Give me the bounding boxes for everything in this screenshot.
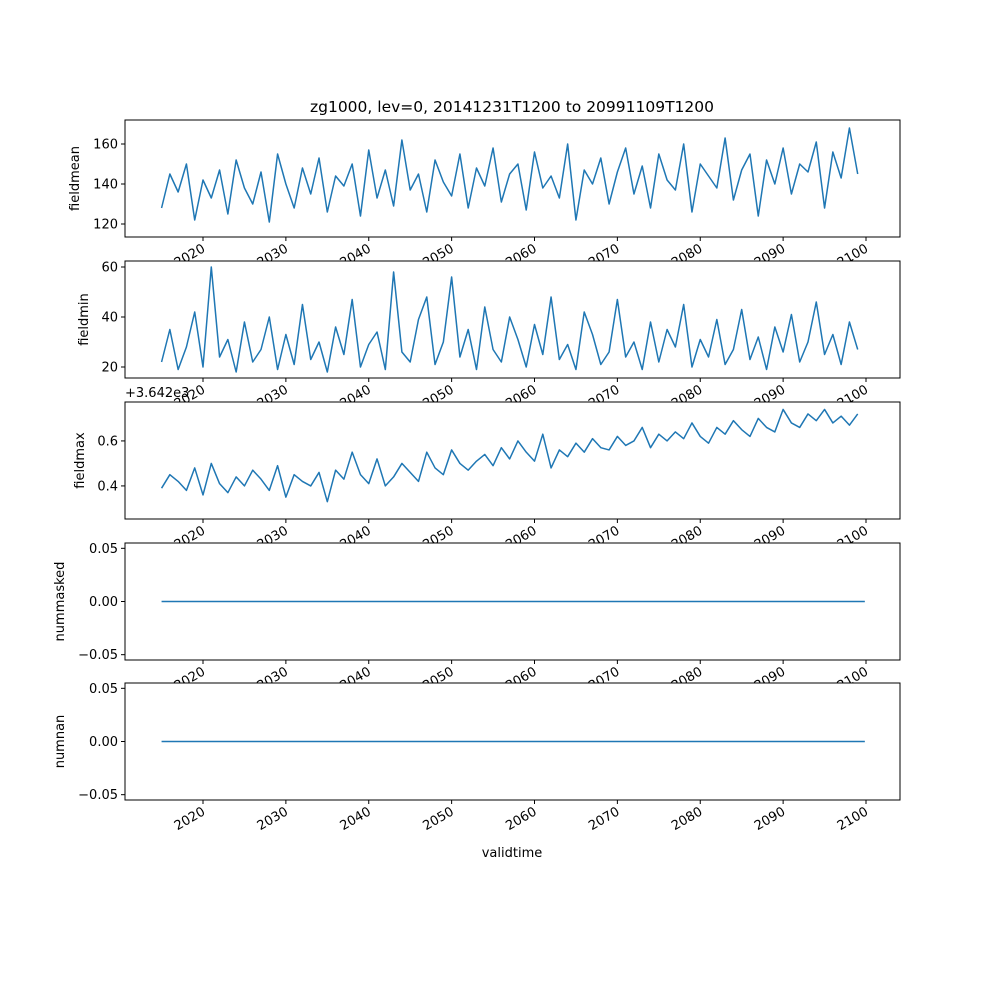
y-tick-label: −0.05 <box>78 648 118 663</box>
y-tick-label: 0.00 <box>89 595 118 610</box>
y-tick-label: 20 <box>101 361 118 376</box>
y-tick-label: 40 <box>101 311 118 326</box>
series-line-fieldmean <box>160 127 859 223</box>
y-tick-label: 120 <box>93 218 118 233</box>
y-axis-label: fieldmax <box>73 432 88 489</box>
y-axis-label: nummasked <box>53 562 68 642</box>
axes-background <box>125 120 900 237</box>
axes-background <box>125 402 900 519</box>
y-axis-label: fieldmean <box>68 146 83 211</box>
y-tick-label: 0.05 <box>89 542 118 557</box>
y-tick-label: 160 <box>93 138 118 153</box>
x-axis-label: validtime <box>482 846 543 861</box>
axes-frame <box>124 401 901 520</box>
y-tick-label: 60 <box>101 261 118 276</box>
y-axis-label: fieldmin <box>77 293 92 346</box>
y-tick-label: 0.4 <box>97 479 118 494</box>
y-offset-text: +3.642e3 <box>125 386 189 401</box>
y-tick-label: 140 <box>93 178 118 193</box>
axes-background <box>125 261 900 378</box>
axes-frame <box>124 260 901 379</box>
y-tick-label: 0.00 <box>89 735 118 750</box>
axes-frame <box>124 119 901 238</box>
y-tick-label: −0.05 <box>78 788 118 803</box>
y-tick-label: 0.6 <box>97 434 118 449</box>
series-line-fieldmin <box>160 266 859 373</box>
y-tick-label: 0.05 <box>89 682 118 697</box>
y-axis-label: numnan <box>53 715 68 769</box>
chart-title: zg1000, lev=0, 20141231T1200 to 20991109… <box>310 98 714 116</box>
series-line-fieldmax <box>160 408 859 503</box>
